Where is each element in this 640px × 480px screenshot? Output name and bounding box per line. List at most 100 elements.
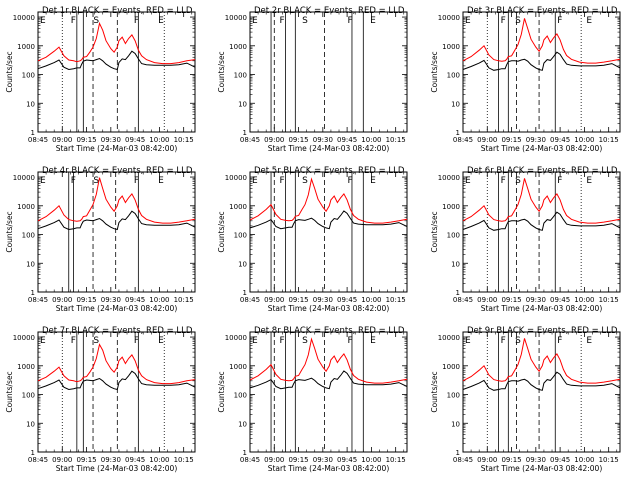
y-tick-label: 10000 <box>438 334 460 342</box>
series-line <box>462 338 621 384</box>
y-axis-label: Counts/sec <box>217 51 226 92</box>
region-label: E <box>370 16 376 26</box>
x-tick-label: 09:15 <box>76 456 96 464</box>
x-tick-label: 08:45 <box>240 136 260 144</box>
x-tick-label: 10:15 <box>599 456 619 464</box>
x-tick-label: 10:00 <box>149 456 169 464</box>
x-tick-label: 09:15 <box>76 136 96 144</box>
series-line <box>37 343 196 385</box>
series-line <box>37 177 196 224</box>
series-line <box>37 210 196 231</box>
x-tick-label: 09:45 <box>125 136 145 144</box>
y-tick-label: 100 <box>447 72 460 80</box>
x-tick-label: 09:00 <box>52 136 72 144</box>
y-tick-label: 1 <box>31 449 35 457</box>
x-tick-label: 08:45 <box>28 296 48 304</box>
x-tick-label: 09:30 <box>526 456 546 464</box>
y-tick-label: 1000 <box>17 43 35 51</box>
region-label: E <box>40 336 46 346</box>
series-line <box>462 211 621 231</box>
x-axis-label: Start Time (24-Mar-03 08:42:00) <box>56 464 178 473</box>
region-label: E <box>465 336 471 346</box>
y-axis-label: Counts/sec <box>430 371 439 412</box>
x-tick-label: 10:15 <box>174 136 194 144</box>
x-axis-label: Start Time (24-Mar-03 08:42:00) <box>481 304 603 313</box>
region-label: F <box>501 176 506 186</box>
x-tick-label: 09:15 <box>501 136 521 144</box>
y-tick-label: 10000 <box>13 334 35 342</box>
x-tick-label: 08:45 <box>240 456 260 464</box>
chart-panel-7: Det 7r BLACK = Events, RED = LLD 1 10 100 10… <box>5 326 196 473</box>
chart-title: Det 9r BLACK = Events, RED = LLD <box>467 326 618 336</box>
chart-title: Det 8r BLACK = Events, RED = LLD <box>254 326 405 336</box>
region-label: F <box>347 16 352 26</box>
region-label: F <box>347 336 352 346</box>
region-label: S <box>515 176 521 186</box>
y-tick-label: 100 <box>22 392 35 400</box>
y-tick-label: 10 <box>238 100 247 108</box>
x-tick-label: 09:00 <box>264 296 284 304</box>
y-tick-label: 1 <box>456 129 460 137</box>
y-tick-label: 1 <box>243 449 247 457</box>
y-tick-label: 10 <box>238 420 247 428</box>
x-tick-label: 08:45 <box>28 456 48 464</box>
region-label: E <box>158 16 164 26</box>
series-line <box>462 51 621 71</box>
x-tick-label: 09:00 <box>477 136 497 144</box>
x-tick-label: 10:15 <box>174 456 194 464</box>
y-tick-label: 10 <box>26 260 35 268</box>
x-tick-label: 08:45 <box>453 456 473 464</box>
y-axis-label: Counts/sec <box>217 211 226 252</box>
y-tick-label: 10000 <box>438 174 460 182</box>
x-tick-label: 10:15 <box>599 296 619 304</box>
series-line <box>462 371 621 391</box>
chart-panel-6: Det 6r BLACK = Events, RED = LLD 1 10 100 10… <box>430 166 621 313</box>
x-tick-label: 10:00 <box>574 296 594 304</box>
region-label: F <box>280 176 285 186</box>
x-tick-label: 09:45 <box>337 296 357 304</box>
region-label: S <box>515 16 521 26</box>
x-tick-label: 09:45 <box>550 296 570 304</box>
region-label: S <box>515 336 521 346</box>
series-line <box>37 370 196 391</box>
chart-panel-1: Det 1r BLACK = Events, RED = LLD 1 10 100 10… <box>5 6 196 153</box>
x-tick-label: 09:30 <box>101 456 121 464</box>
region-label: F <box>134 176 139 186</box>
y-tick-label: 1000 <box>229 363 247 371</box>
y-tick-label: 10000 <box>438 14 460 22</box>
x-tick-label: 09:45 <box>125 296 145 304</box>
x-tick-label: 09:45 <box>337 456 357 464</box>
chart-panel-8: Det 8r BLACK = Events, RED = LLD 1 10 100 10… <box>217 326 408 473</box>
plot-frame <box>462 331 621 453</box>
y-tick-label: 10000 <box>225 14 247 22</box>
y-tick-label: 10 <box>26 100 35 108</box>
region-label: E <box>586 336 592 346</box>
x-axis-label: Start Time (24-Mar-03 08:42:00) <box>268 304 390 313</box>
x-tick-label: 09:30 <box>313 456 333 464</box>
region-label: F <box>557 336 562 346</box>
y-tick-label: 10000 <box>225 174 247 182</box>
y-tick-label: 1 <box>243 129 247 137</box>
series-line <box>462 18 621 64</box>
chart-title: Det 4r BLACK = Events, RED = LLD <box>42 166 193 176</box>
region-label: F <box>347 176 352 186</box>
x-tick-label: 09:00 <box>264 456 284 464</box>
region-label: E <box>586 16 592 26</box>
region-label: E <box>252 16 258 26</box>
series-line <box>37 21 196 65</box>
y-tick-label: 1 <box>456 289 460 297</box>
x-tick-label: 09:15 <box>288 296 308 304</box>
y-tick-label: 1 <box>31 289 35 297</box>
x-tick-label: 10:00 <box>361 296 381 304</box>
region-label: F <box>134 336 139 346</box>
x-tick-label: 10:15 <box>599 136 619 144</box>
plot-frame <box>37 11 196 133</box>
x-axis-label: Start Time (24-Mar-03 08:42:00) <box>56 144 178 153</box>
y-tick-label: 1000 <box>229 203 247 211</box>
x-tick-label: 09:15 <box>76 296 96 304</box>
x-tick-label: 09:15 <box>288 136 308 144</box>
plot-frame <box>249 331 408 453</box>
y-tick-label: 1000 <box>17 203 35 211</box>
x-tick-label: 08:45 <box>453 136 473 144</box>
region-label: E <box>252 176 258 186</box>
